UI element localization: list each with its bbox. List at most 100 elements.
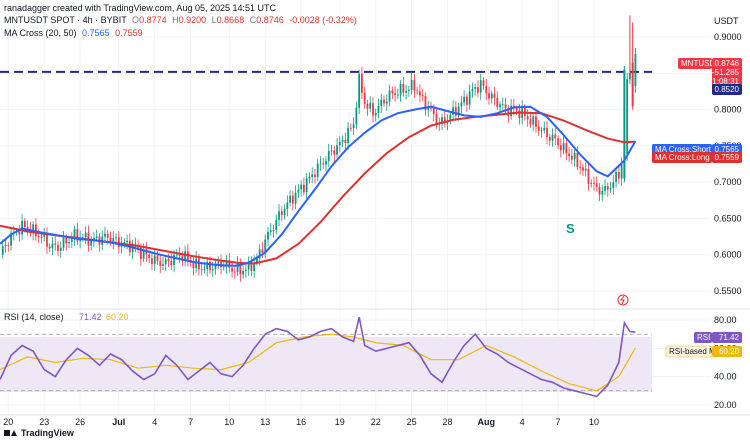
candle-body [314, 174, 316, 177]
candle-body [302, 184, 305, 193]
author-line: ranadagger created with TradingView.com,… [4, 3, 277, 13]
candle-body [546, 127, 548, 138]
candle-body [106, 233, 109, 238]
candle-body [355, 107, 358, 125]
candle-body [421, 95, 424, 97]
candle-body [305, 178, 308, 193]
rsi-tag: 71.42 [719, 333, 740, 342]
rsi-tag-bg [712, 332, 742, 343]
price-tick-label: 0.7000 [714, 177, 742, 187]
candle-body [587, 168, 590, 184]
candle-body [43, 234, 46, 238]
candle-body [286, 202, 289, 210]
candle-body [126, 240, 128, 243]
candle-body [32, 224, 35, 234]
price-tick-label: 0.6500 [714, 213, 742, 223]
candle-body [291, 195, 294, 204]
candle-body [236, 263, 239, 273]
candle-body [297, 189, 300, 193]
candle-body [139, 247, 142, 259]
candle-body [280, 211, 283, 215]
candle-body [181, 255, 184, 261]
time-tick-label: 13 [260, 417, 270, 427]
candle-body [529, 119, 532, 125]
candle-body [242, 270, 245, 275]
candle-body [576, 152, 579, 168]
ma-legend[interactable]: MA Cross (20, 50) 0.7565 0.7559 [4, 28, 143, 38]
candle-body [239, 263, 242, 275]
candle-body [349, 127, 352, 129]
candle-body [330, 150, 333, 152]
candle-body [468, 91, 471, 105]
candle-body [396, 94, 399, 96]
candle-body [244, 269, 247, 271]
price-axis-currency: USDT [714, 16, 739, 26]
candle-body [209, 261, 211, 271]
candle-body [623, 69, 626, 179]
tradingview-logo-icon [4, 429, 18, 437]
candle-body [584, 168, 587, 171]
candle-body [59, 247, 62, 251]
candle-body [228, 260, 231, 268]
ma-long-line [0, 111, 636, 265]
candle-body [344, 139, 347, 143]
candle-body [173, 254, 175, 266]
candle-body [258, 249, 261, 259]
candle-body [562, 143, 565, 151]
candle-body [57, 244, 59, 251]
ma-long-tag-label: MA Cross:Long MA [655, 153, 725, 162]
candle-body [609, 187, 612, 190]
candle-body [225, 260, 228, 267]
candle-body [598, 186, 601, 195]
candle-body [615, 172, 617, 183]
ma-short-tag-label: MA Cross:Short MA [655, 145, 726, 154]
candle-body [405, 90, 408, 93]
candle-body [352, 124, 355, 128]
candle-body [363, 92, 366, 105]
candle-body [217, 261, 220, 264]
ma-short-tag: 0.7565 [715, 145, 740, 154]
candle-body [137, 246, 140, 248]
candle-body [40, 236, 43, 238]
event-icon [617, 294, 629, 306]
candle-body [557, 138, 559, 146]
rsi-tick-label: 80.00 [714, 315, 737, 325]
tradingview-brand[interactable]: TradingView [4, 428, 74, 438]
candle-body [482, 80, 485, 86]
candle-body [590, 182, 593, 184]
price-tag-value: 0.8746 [715, 59, 740, 68]
candle-body [7, 245, 10, 247]
candle-body [81, 237, 84, 239]
candle-body [537, 126, 540, 131]
candle-body [449, 114, 452, 121]
candle-body [479, 80, 482, 93]
candle-body [532, 116, 535, 125]
candle-body [175, 254, 178, 256]
price-tag-block-bg [712, 58, 742, 88]
time-tick-label: 28 [443, 417, 453, 427]
candle-body [416, 90, 419, 92]
candle-body [430, 107, 432, 109]
candle-body [634, 53, 637, 87]
candle-body [548, 137, 551, 141]
candle-body [551, 134, 554, 141]
candle-body [267, 232, 269, 240]
time-tick-label: Aug [477, 417, 495, 427]
candle-body [222, 266, 225, 268]
candle-body [570, 155, 573, 160]
price-tag-change: −51.285 [710, 68, 740, 77]
candle-body [604, 186, 606, 191]
candle-body [606, 186, 609, 190]
candle-body [264, 239, 267, 253]
candle-body [385, 101, 388, 104]
candle-body [93, 237, 95, 240]
candle-body [26, 226, 29, 229]
candle-body [617, 172, 620, 179]
candle-body [311, 174, 314, 178]
candle-body [507, 108, 510, 117]
symbol-name[interactable]: MNTUSDT SPOT · 4h · BYBIT [4, 15, 127, 25]
candle-body [333, 150, 336, 155]
candle-body [37, 236, 40, 238]
